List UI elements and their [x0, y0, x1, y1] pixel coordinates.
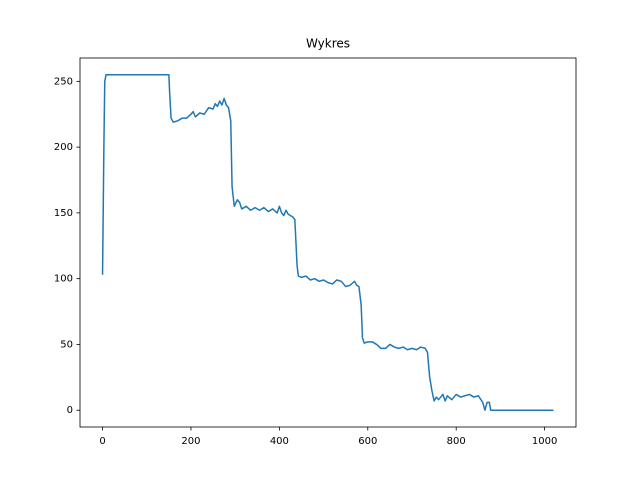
chart-title: Wykres: [306, 37, 350, 51]
y-tick-label: 0: [67, 405, 73, 416]
x-tick-label: 1000: [532, 436, 557, 447]
y-tick-label: 150: [54, 208, 73, 219]
x-tick-label: 800: [447, 436, 466, 447]
y-tick-label: 50: [60, 339, 73, 350]
y-tick-label: 250: [54, 76, 73, 87]
x-tick-label: 600: [358, 436, 377, 447]
y-tick-label: 200: [54, 142, 73, 153]
y-tick-label: 100: [54, 274, 73, 285]
x-tick-label: 400: [270, 436, 289, 447]
plot-frame: [79, 57, 577, 428]
line: [101, 74, 554, 411]
x-tick-label: 0: [99, 436, 105, 447]
x-tick-label: 200: [181, 436, 200, 447]
